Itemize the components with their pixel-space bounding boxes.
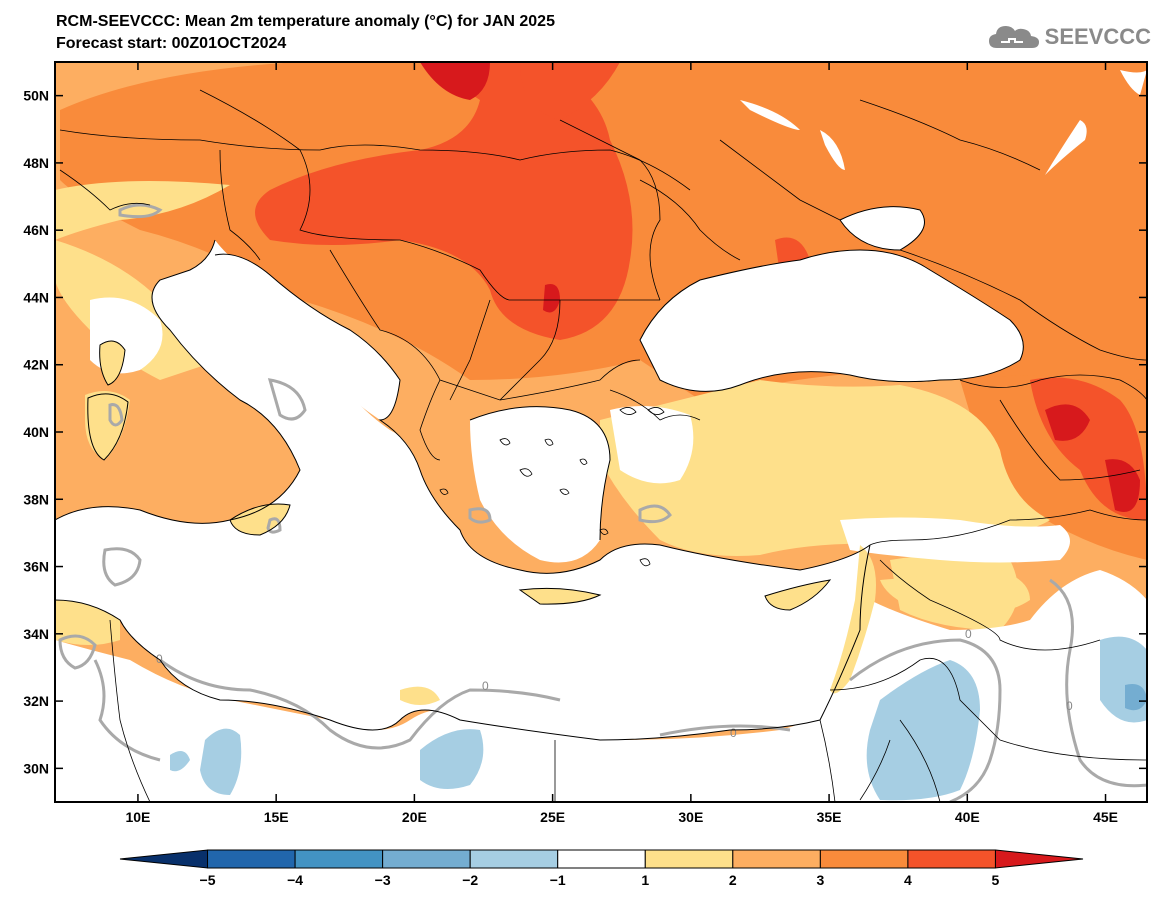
colorbar-segment <box>644 849 734 869</box>
colorbar-tick-label: 1 <box>641 872 649 888</box>
longitude-axis: 10E 15E 20E 25E 30E 35E 40E 45E <box>125 62 1118 825</box>
lon-tick-label: 15E <box>264 809 289 825</box>
forecast-start: Forecast start: 00Z01OCT2024 <box>56 35 287 52</box>
islands <box>439 407 665 567</box>
anomaly-fill-1-2-coastal <box>85 341 1030 705</box>
colorbar-tick-label: −5 <box>200 872 216 888</box>
lakes <box>740 70 1147 175</box>
zero-contour <box>659 724 791 737</box>
lat-tick-label: 38N <box>23 491 49 507</box>
contour-label: 0 <box>482 679 489 693</box>
colorbar-tick-label: 4 <box>904 872 912 888</box>
cloud-icon <box>988 26 1039 48</box>
country-borders <box>59 89 1147 802</box>
zero-contour <box>1049 578 1147 788</box>
map-area: 0 0 0 0 0 <box>55 62 1147 802</box>
zero-contour <box>849 638 1002 802</box>
zero-contour <box>118 203 163 219</box>
colorbar-tick-label: −1 <box>550 872 566 888</box>
colorbar-tick-label: −4 <box>287 872 303 888</box>
colorbar-segment <box>469 849 559 869</box>
colorbar-segment <box>994 849 1084 869</box>
lon-tick-label: 35E <box>817 809 842 825</box>
lat-tick-label: 44N <box>23 289 49 305</box>
colorbar-segment <box>119 849 209 869</box>
anomaly-fill-minus2-minus3 <box>1125 684 1147 711</box>
colorbar-segment <box>819 849 909 869</box>
lon-tick-label: 25E <box>540 809 565 825</box>
lat-tick-label: 50N <box>23 88 49 104</box>
zero-contour <box>267 378 307 421</box>
lat-tick-label: 32N <box>23 693 49 709</box>
colorbar-tick-label: 3 <box>816 872 824 888</box>
lon-tick-label: 40E <box>955 809 980 825</box>
map-title: RCM-SEEVCCC: Mean 2m temperature anomaly… <box>56 13 555 30</box>
contour-label: 0 <box>1066 699 1073 713</box>
contour-label: 0 <box>156 652 163 666</box>
lat-tick-label: 48N <box>23 155 49 171</box>
coastlines <box>55 206 1024 741</box>
zero-contour <box>58 634 97 670</box>
colorbar-tick-label: 5 <box>992 872 1000 888</box>
anomaly-fill-minus1-minus2 <box>170 636 1147 801</box>
colorbar: −5 −4 −3 −2 −1 1 2 3 4 5 <box>119 849 1084 888</box>
lat-tick-label: 40N <box>23 424 49 440</box>
latitude-axis: 50N 48N 46N 44N 42N 40N 38N 36N 34N 32N 30N <box>23 88 1147 776</box>
colorbar-segment <box>382 849 471 869</box>
logo-text: SEEVCCC <box>1044 24 1151 49</box>
lon-tick-label: 10E <box>125 809 150 825</box>
zero-contour <box>102 547 142 587</box>
zero-contour <box>468 507 492 524</box>
contour-labels: 0 0 0 0 0 <box>156 627 1073 740</box>
contour-label: 0 <box>965 627 972 641</box>
lat-tick-label: 46N <box>23 222 49 238</box>
colorbar-tick-label: −3 <box>375 872 391 888</box>
lon-tick-label: 20E <box>402 809 427 825</box>
lat-tick-label: 34N <box>23 626 49 642</box>
contour-label: 0 <box>730 726 737 740</box>
lat-tick-label: 30N <box>23 760 49 776</box>
colorbar-segment <box>294 849 384 869</box>
colorbar-tick-label: 2 <box>729 872 737 888</box>
lon-tick-label: 30E <box>678 809 703 825</box>
seevccc-logo: SEEVCCC <box>987 20 1151 54</box>
zero-contour <box>638 504 672 524</box>
colorbar-segment <box>207 849 296 869</box>
colorbar-segment <box>907 849 996 869</box>
colorbar-segment <box>732 849 821 869</box>
lat-tick-label: 42N <box>23 357 49 373</box>
zero-contour <box>93 659 161 762</box>
zero-contour <box>159 658 561 750</box>
colorbar-segment <box>557 849 646 869</box>
lat-tick-label: 36N <box>23 559 49 575</box>
colorbar-tick-label: −2 <box>462 872 478 888</box>
lon-tick-label: 45E <box>1093 809 1118 825</box>
zero-contour <box>108 403 124 427</box>
